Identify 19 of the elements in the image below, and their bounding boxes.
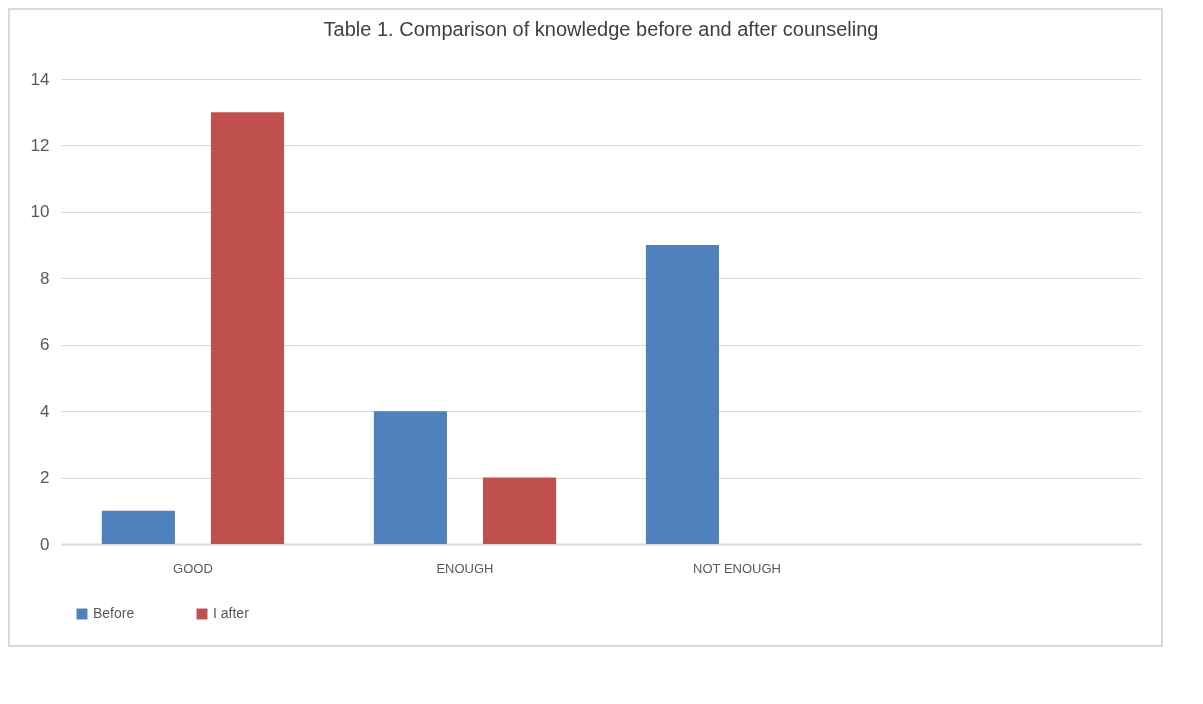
y-tick-label: 12 bbox=[30, 135, 50, 155]
bar bbox=[373, 411, 447, 544]
legend-label: Before bbox=[93, 605, 135, 621]
y-tick-label: 6 bbox=[40, 335, 50, 355]
bar bbox=[101, 510, 175, 544]
x-tick-label: ENOUGH bbox=[436, 560, 494, 576]
y-tick-label: 2 bbox=[40, 468, 50, 488]
x-tick-label: GOOD bbox=[173, 560, 213, 576]
legend-label: I after bbox=[213, 605, 250, 621]
x-tick-label: NOT ENOUGH bbox=[693, 560, 781, 576]
y-tick-label: 8 bbox=[40, 268, 50, 288]
y-tick-label: 10 bbox=[30, 202, 50, 222]
bar bbox=[645, 245, 720, 544]
bar bbox=[482, 477, 557, 544]
y-tick-label: 4 bbox=[40, 401, 50, 421]
y-tick-label: 0 bbox=[40, 534, 50, 554]
chart-title: Table 1. Comparison of knowledge before and after counseling bbox=[323, 18, 879, 40]
y-tick-label: 14 bbox=[30, 69, 50, 89]
bar bbox=[210, 112, 285, 544]
